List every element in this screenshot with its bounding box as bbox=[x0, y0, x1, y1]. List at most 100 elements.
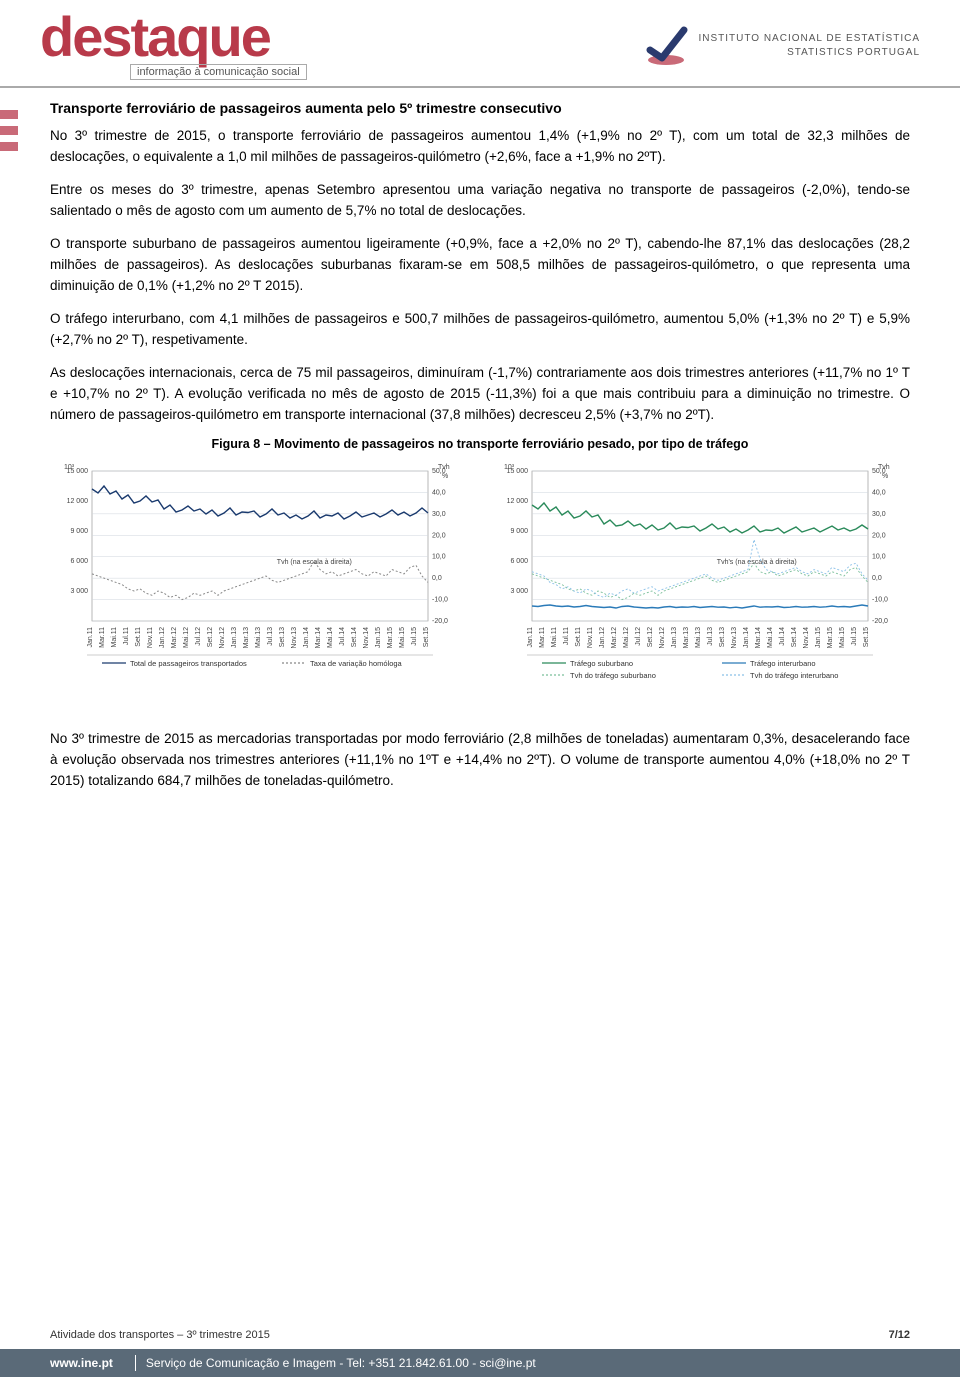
svg-text:Jul.11: Jul.11 bbox=[563, 627, 570, 645]
svg-text:0,0: 0,0 bbox=[872, 576, 882, 583]
svg-text:Tvh (na escala à direita): Tvh (na escala à direita) bbox=[277, 559, 352, 566]
svg-text:Jul.12: Jul.12 bbox=[635, 627, 642, 646]
svg-text:Mar.11: Mar.11 bbox=[99, 627, 106, 648]
svg-text:Jan.12: Jan.12 bbox=[159, 627, 166, 648]
svg-text:Nov.11: Nov.11 bbox=[587, 627, 594, 648]
svg-text:3 000: 3 000 bbox=[510, 588, 528, 595]
svg-text:Mai.13: Mai.13 bbox=[255, 627, 262, 648]
svg-text:Taxa de variação homóloga: Taxa de variação homóloga bbox=[310, 659, 403, 668]
svg-text:Mar.11: Mar.11 bbox=[539, 627, 546, 648]
document-body: Transporte ferroviário de passageiros au… bbox=[0, 88, 960, 792]
svg-text:10,0: 10,0 bbox=[432, 554, 446, 561]
svg-text:Set.13: Set.13 bbox=[719, 627, 726, 647]
paragraph-2: Entre os meses do 3º trimestre, apenas S… bbox=[50, 180, 910, 222]
chart-left: 50,040,030,020,010,00,0-10,0-20,015 0001… bbox=[50, 459, 470, 699]
svg-text:Jan.13: Jan.13 bbox=[231, 627, 238, 648]
svg-text:Tvh do tráfego interurbano: Tvh do tráfego interurbano bbox=[750, 671, 838, 680]
paragraph-4: O tráfego interurbano, com 4,1 milhões d… bbox=[50, 309, 910, 351]
svg-text:Jul.15: Jul.15 bbox=[851, 627, 858, 646]
svg-text:Jul.12: Jul.12 bbox=[195, 627, 202, 646]
brand-logo: destaque informação à comunicação social bbox=[40, 12, 307, 80]
org-line2: STATISTICS PORTUGAL bbox=[698, 46, 920, 60]
page-meta: Atividade dos transportes – 3º trimestre… bbox=[50, 1329, 910, 1341]
svg-text:Nov.12: Nov.12 bbox=[659, 627, 666, 649]
figure-caption: Figura 8 – Movimento de passageiros no t… bbox=[50, 437, 910, 451]
paragraph-1: No 3º trimestre de 2015, o transporte fe… bbox=[50, 126, 910, 168]
svg-text:-20,0: -20,0 bbox=[432, 618, 448, 625]
svg-text:20,0: 20,0 bbox=[872, 533, 886, 540]
ine-check-icon bbox=[644, 24, 688, 68]
page-number: 7/12 bbox=[889, 1329, 910, 1341]
svg-text:Nov.14: Nov.14 bbox=[363, 627, 370, 649]
svg-text:Tvh: Tvh bbox=[878, 464, 890, 471]
svg-text:-10,0: -10,0 bbox=[432, 597, 448, 604]
svg-text:Tvh do tráfego suburbano: Tvh do tráfego suburbano bbox=[570, 671, 656, 680]
svg-text:10³: 10³ bbox=[64, 464, 75, 471]
svg-text:Nov.14: Nov.14 bbox=[803, 627, 810, 649]
svg-text:Jul.13: Jul.13 bbox=[707, 627, 714, 646]
svg-text:6 000: 6 000 bbox=[70, 558, 88, 565]
svg-text:Jan.12: Jan.12 bbox=[599, 627, 606, 648]
chart-left-svg: 50,040,030,020,010,00,0-10,0-20,015 0001… bbox=[50, 459, 470, 699]
chart-right-svg: 50,040,030,020,010,00,0-10,0-20,015 0001… bbox=[490, 459, 910, 699]
paragraph-3: O transporte suburbano de passageiros au… bbox=[50, 234, 910, 297]
svg-text:Mar.14: Mar.14 bbox=[755, 627, 762, 649]
svg-text:Mar.13: Mar.13 bbox=[243, 627, 250, 649]
svg-text:Mar.12: Mar.12 bbox=[611, 627, 618, 649]
svg-text:Set.15: Set.15 bbox=[423, 627, 430, 647]
svg-text:30,0: 30,0 bbox=[872, 511, 886, 518]
svg-text:3 000: 3 000 bbox=[70, 588, 88, 595]
footer-site: www.ine.pt bbox=[50, 1356, 113, 1370]
svg-text:%: % bbox=[882, 473, 888, 480]
svg-text:9 000: 9 000 bbox=[510, 528, 528, 535]
svg-text:Jul.11: Jul.11 bbox=[123, 627, 130, 645]
svg-text:Nov.13: Nov.13 bbox=[731, 627, 738, 649]
page-header: destaque informação à comunicação social… bbox=[0, 0, 960, 88]
paragraph-6: No 3º trimestre de 2015 as mercadorias t… bbox=[50, 729, 910, 792]
svg-text:Tráfego interurbano: Tráfego interurbano bbox=[750, 659, 816, 668]
svg-text:Mai.14: Mai.14 bbox=[767, 627, 774, 648]
svg-text:Set.13: Set.13 bbox=[279, 627, 286, 647]
svg-text:20,0: 20,0 bbox=[432, 533, 446, 540]
svg-text:Set.11: Set.11 bbox=[575, 627, 582, 647]
svg-text:Jan.15: Jan.15 bbox=[375, 627, 382, 648]
svg-text:12 000: 12 000 bbox=[67, 498, 89, 505]
svg-text:Tráfego suburbano: Tráfego suburbano bbox=[570, 659, 633, 668]
svg-text:40,0: 40,0 bbox=[432, 490, 446, 497]
doc-title: Atividade dos transportes – 3º trimestre… bbox=[50, 1329, 270, 1341]
svg-text:Tvh's (na escala à direita): Tvh's (na escala à direita) bbox=[717, 559, 797, 566]
svg-text:Jan.13: Jan.13 bbox=[671, 627, 678, 648]
svg-text:Mar.15: Mar.15 bbox=[827, 627, 834, 649]
svg-text:12 000: 12 000 bbox=[507, 498, 529, 505]
svg-text:Set.14: Set.14 bbox=[791, 627, 798, 647]
svg-text:Jan.14: Jan.14 bbox=[303, 627, 310, 648]
org-logo: INSTITUTO NACIONAL DE ESTATÍSTICA STATIS… bbox=[644, 24, 920, 68]
svg-text:10,0: 10,0 bbox=[872, 554, 886, 561]
svg-text:Nov.12: Nov.12 bbox=[219, 627, 226, 649]
decorative-stripes bbox=[0, 110, 18, 158]
svg-text:Jan.11: Jan.11 bbox=[527, 627, 534, 648]
svg-text:Set.14: Set.14 bbox=[351, 627, 358, 647]
svg-text:Mar.12: Mar.12 bbox=[171, 627, 178, 649]
svg-text:Mai.11: Mai.11 bbox=[111, 627, 118, 648]
svg-text:40,0: 40,0 bbox=[872, 490, 886, 497]
svg-text:Mar.15: Mar.15 bbox=[387, 627, 394, 649]
svg-text:6 000: 6 000 bbox=[510, 558, 528, 565]
svg-text:-20,0: -20,0 bbox=[872, 618, 888, 625]
svg-text:9 000: 9 000 bbox=[70, 528, 88, 535]
svg-text:Jan.11: Jan.11 bbox=[87, 627, 94, 648]
svg-text:Jan.15: Jan.15 bbox=[815, 627, 822, 648]
svg-text:Mai.15: Mai.15 bbox=[839, 627, 846, 648]
footer-bar: www.ine.pt Serviço de Comunicação e Imag… bbox=[0, 1349, 960, 1377]
svg-text:Mai.15: Mai.15 bbox=[399, 627, 406, 648]
chart-right: 50,040,030,020,010,00,0-10,0-20,015 0001… bbox=[490, 459, 910, 699]
svg-text:Set.11: Set.11 bbox=[135, 627, 142, 647]
svg-text:-10,0: -10,0 bbox=[872, 597, 888, 604]
footer-contact: Serviço de Comunicação e Imagem - Tel: +… bbox=[146, 1356, 536, 1370]
svg-text:Nov.13: Nov.13 bbox=[291, 627, 298, 649]
svg-text:Total de passageiros transport: Total de passageiros transportados bbox=[130, 659, 247, 668]
svg-text:30,0: 30,0 bbox=[432, 511, 446, 518]
svg-text:10³: 10³ bbox=[504, 464, 515, 471]
svg-text:Jul.14: Jul.14 bbox=[339, 627, 346, 646]
svg-text:Mai.12: Mai.12 bbox=[623, 627, 630, 648]
